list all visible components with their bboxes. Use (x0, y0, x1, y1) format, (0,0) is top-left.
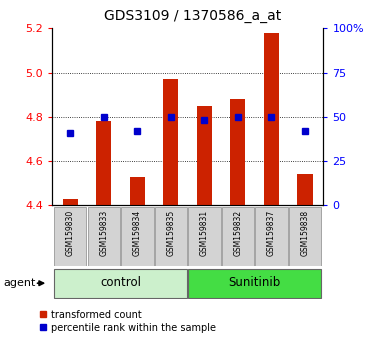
Text: Sunitinib: Sunitinib (229, 276, 281, 289)
Bar (188, 269, 321, 297)
Text: agent: agent (4, 278, 36, 288)
Text: GSM159835: GSM159835 (166, 210, 176, 256)
Bar (188, 207, 221, 266)
Bar (121, 207, 154, 266)
Bar (54, 207, 87, 266)
Text: GSM159830: GSM159830 (66, 210, 75, 256)
Bar (264, 33, 279, 205)
Bar (88, 207, 120, 266)
Bar (63, 199, 78, 205)
Bar (96, 121, 111, 205)
Text: GSM159832: GSM159832 (233, 210, 243, 256)
Bar (54, 269, 187, 297)
Text: GSM159833: GSM159833 (99, 210, 109, 256)
Bar (222, 207, 254, 266)
Legend: transformed count, percentile rank within the sample: transformed count, percentile rank withi… (36, 306, 220, 336)
Bar (163, 79, 179, 205)
Text: GSM159834: GSM159834 (133, 210, 142, 256)
Text: control: control (100, 276, 141, 289)
Text: GDS3109 / 1370586_a_at: GDS3109 / 1370586_a_at (104, 9, 281, 23)
Bar (298, 175, 313, 205)
Bar (130, 177, 145, 205)
Bar (255, 207, 288, 266)
Text: GSM159831: GSM159831 (200, 210, 209, 256)
Text: GSM159837: GSM159837 (267, 210, 276, 256)
Bar (230, 99, 246, 205)
Bar (197, 106, 212, 205)
Bar (155, 207, 187, 266)
Bar (289, 207, 321, 266)
Text: GSM159838: GSM159838 (300, 210, 310, 256)
